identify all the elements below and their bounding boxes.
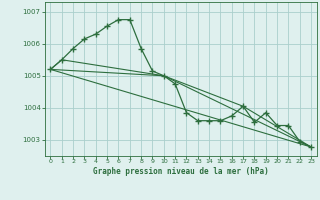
X-axis label: Graphe pression niveau de la mer (hPa): Graphe pression niveau de la mer (hPa) [93, 167, 269, 176]
